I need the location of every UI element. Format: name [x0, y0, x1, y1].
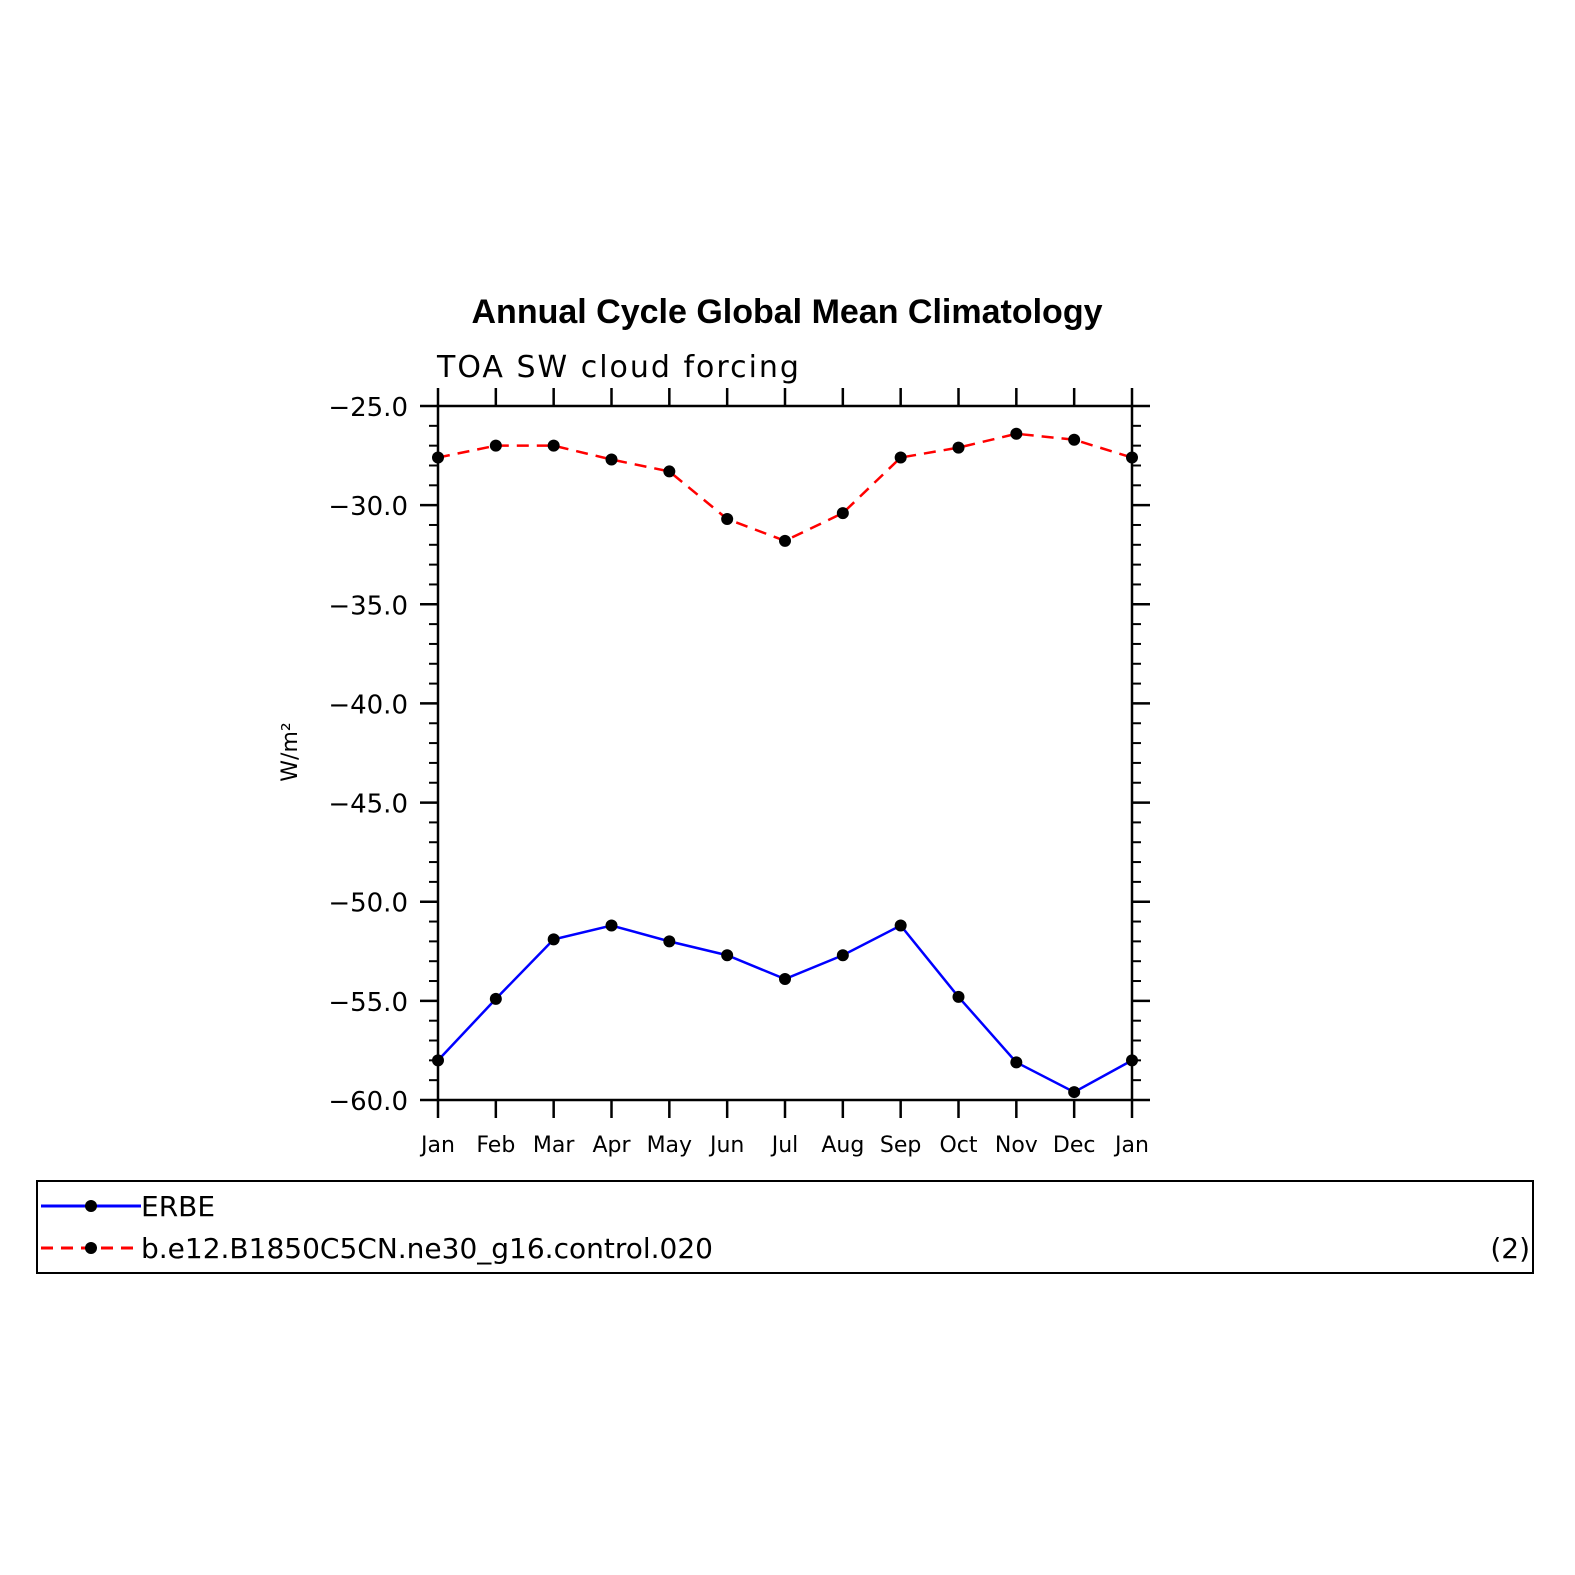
x-tick-label: Jun [708, 1133, 744, 1158]
x-tick-label: Dec [1053, 1133, 1096, 1158]
series-1-point [547, 439, 560, 452]
x-tick-label: Sep [880, 1133, 921, 1158]
series-1-point [489, 439, 502, 452]
series-1-point [836, 507, 849, 520]
legend-model-marker [85, 1242, 97, 1254]
legend-box [36, 1180, 1534, 1274]
legend-erbe-marker [85, 1200, 97, 1212]
legend-erbe-label: ERBE [141, 1190, 215, 1223]
series-1-point [894, 451, 907, 464]
axes [420, 388, 1150, 1118]
x-tick-label: Nov [995, 1133, 1038, 1158]
series-0-point [489, 992, 502, 1005]
series-1-point [1068, 433, 1081, 446]
series-0-point [605, 919, 618, 932]
x-tick-label: Aug [821, 1133, 864, 1158]
x-tick-label: Mar [533, 1133, 575, 1158]
legend-model-label: b.e12.B1850C5CN.ne30_g16.control.020 [141, 1232, 713, 1265]
plot-frame [436, 404, 1134, 1102]
series-1-point [779, 534, 791, 547]
series-line-0 [437, 923, 1133, 1094]
y-tick-label: −55.0 [328, 988, 408, 1018]
series-0-point [432, 1054, 444, 1067]
y-tick-label: −35.0 [328, 591, 408, 621]
series-0-point [836, 949, 849, 962]
legend-note: (2) [1490, 1232, 1530, 1265]
series-1-point [952, 441, 965, 454]
series-0-point [547, 933, 560, 946]
series-0-point [663, 935, 676, 948]
series-1-point [721, 513, 734, 526]
series-1-point [1010, 427, 1023, 440]
x-tick-label: Jan [419, 1133, 455, 1158]
x-tick-label: Jul [770, 1133, 799, 1158]
y-tick-label: −30.0 [328, 492, 408, 522]
series-1-point [663, 465, 676, 478]
tick-labels: −25.0 −30.0 −35.0 −40.0 −45.0 −50.0 −55.0 −60.0… [328, 393, 1149, 1158]
x-tick-label: Jan [1113, 1133, 1149, 1158]
y-tick-label: −50.0 [328, 889, 408, 919]
y-tick-label: −60.0 [328, 1087, 408, 1117]
series-line-1 [437, 432, 1133, 543]
legend: ERBE b.e12.B1850C5CN.ne30_g16.control.02… [36, 1180, 1534, 1274]
x-tick-label: Apr [592, 1133, 631, 1158]
chart-subtitle: TOA SW cloud forcing [436, 350, 801, 385]
x-tick-label: Oct [939, 1133, 977, 1158]
y-tick-label: −25.0 [328, 393, 408, 423]
y-tick-label: −40.0 [328, 690, 408, 720]
series-0-point [1068, 1086, 1081, 1099]
x-tick-label: May [647, 1133, 692, 1158]
series-0-point [721, 949, 734, 962]
series-layer [432, 427, 1138, 1099]
x-tick-label: Feb [476, 1133, 515, 1158]
chart-title: Annual Cycle Global Mean Climatology [472, 293, 1103, 331]
series-1-point [432, 451, 444, 464]
series-0-point [894, 919, 907, 932]
series-1-point [605, 453, 618, 466]
y-axis-label: W/m² [278, 722, 303, 781]
series-0-point [1010, 1056, 1023, 1069]
series-0-point [779, 973, 791, 986]
y-tick-label: −45.0 [328, 790, 408, 820]
series-0-point [952, 990, 965, 1003]
series-1-point [1126, 451, 1138, 464]
series-0-point [1126, 1054, 1138, 1067]
